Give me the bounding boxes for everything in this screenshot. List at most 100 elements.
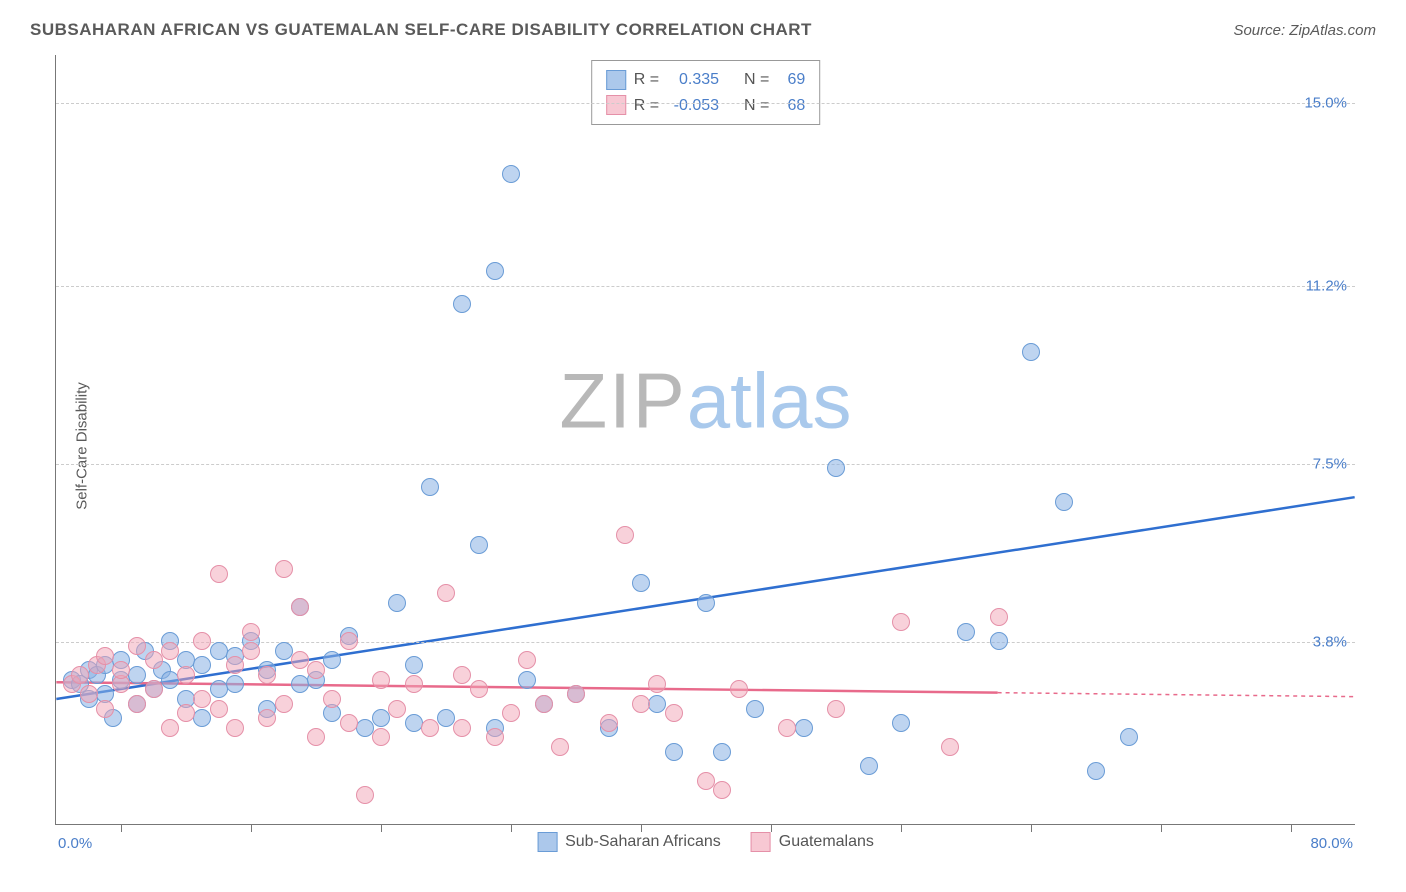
gridline (56, 464, 1355, 465)
bottom-legend: Sub-Saharan Africans Guatemalans (537, 832, 874, 852)
regression-line-dashed-guatemalan (998, 693, 1355, 697)
data-point-guatemalan (486, 728, 504, 746)
legend-item-pink: Guatemalans (751, 832, 874, 852)
data-point-guatemalan (665, 704, 683, 722)
n-label: N = (744, 67, 769, 93)
data-point-guatemalan (453, 666, 471, 684)
data-point-subsaharan (648, 695, 666, 713)
data-point-subsaharan (210, 642, 228, 660)
gridline (56, 103, 1355, 104)
data-point-guatemalan (551, 738, 569, 756)
data-point-guatemalan (941, 738, 959, 756)
data-point-guatemalan (567, 685, 585, 703)
data-point-guatemalan (372, 671, 390, 689)
data-point-guatemalan (96, 647, 114, 665)
x-tick (901, 824, 902, 832)
x-tick (1031, 824, 1032, 832)
x-tick (511, 824, 512, 832)
x-axis-start-label: 0.0% (58, 835, 92, 852)
data-point-guatemalan (372, 728, 390, 746)
data-point-guatemalan (437, 584, 455, 602)
stats-row-blue: R = 0.335 N = 69 (606, 67, 806, 93)
data-point-guatemalan (405, 675, 423, 693)
data-point-guatemalan (258, 709, 276, 727)
data-point-subsaharan (453, 295, 471, 313)
data-point-subsaharan (860, 757, 878, 775)
data-point-guatemalan (421, 719, 439, 737)
data-point-subsaharan (1022, 343, 1040, 361)
watermark-zip: ZIP (559, 357, 686, 445)
swatch-blue-icon (537, 832, 557, 852)
x-tick (121, 824, 122, 832)
data-point-guatemalan (892, 613, 910, 631)
data-point-guatemalan (242, 642, 260, 660)
data-point-guatemalan (307, 661, 325, 679)
data-point-guatemalan (600, 714, 618, 732)
data-point-subsaharan (697, 594, 715, 612)
plot-area: ZIPatlas R = 0.335 N = 69 R = -0.053 N =… (55, 55, 1355, 825)
gridline (56, 286, 1355, 287)
swatch-pink-icon (751, 832, 771, 852)
data-point-guatemalan (193, 690, 211, 708)
data-point-guatemalan (535, 695, 553, 713)
data-point-subsaharan (372, 709, 390, 727)
data-point-guatemalan (96, 700, 114, 718)
legend-label-blue: Sub-Saharan Africans (565, 833, 721, 851)
data-point-subsaharan (193, 656, 211, 674)
data-point-subsaharan (713, 743, 731, 761)
data-point-subsaharan (1087, 762, 1105, 780)
regression-lines-overlay (56, 55, 1355, 824)
data-point-guatemalan (161, 719, 179, 737)
r-label: R = (634, 93, 659, 119)
data-point-guatemalan (71, 666, 89, 684)
data-point-subsaharan (388, 594, 406, 612)
data-point-guatemalan (340, 714, 358, 732)
data-point-subsaharan (665, 743, 683, 761)
legend-item-blue: Sub-Saharan Africans (537, 832, 721, 852)
swatch-pink-icon (606, 95, 626, 115)
data-point-guatemalan (713, 781, 731, 799)
y-tick-label: 11.2% (1306, 278, 1347, 295)
swatch-blue-icon (606, 70, 626, 90)
x-tick (251, 824, 252, 832)
data-point-guatemalan (112, 661, 130, 679)
data-point-guatemalan (323, 690, 341, 708)
data-point-guatemalan (291, 651, 309, 669)
data-point-guatemalan (80, 685, 98, 703)
data-point-guatemalan (356, 786, 374, 804)
data-point-guatemalan (258, 666, 276, 684)
data-point-subsaharan (193, 709, 211, 727)
data-point-subsaharan (226, 675, 244, 693)
legend-label-pink: Guatemalans (779, 833, 874, 851)
data-point-subsaharan (405, 656, 423, 674)
data-point-guatemalan (502, 704, 520, 722)
data-point-guatemalan (177, 704, 195, 722)
source-attribution: Source: ZipAtlas.com (1233, 22, 1376, 39)
y-tick-label: 3.8% (1313, 634, 1347, 651)
data-point-guatemalan (242, 623, 260, 641)
data-point-subsaharan (990, 632, 1008, 650)
data-point-guatemalan (291, 598, 309, 616)
data-point-guatemalan (697, 772, 715, 790)
x-axis-end-label: 80.0% (1310, 835, 1353, 852)
x-tick (641, 824, 642, 832)
watermark-atlas: atlas (687, 357, 852, 445)
data-point-guatemalan (730, 680, 748, 698)
data-point-subsaharan (746, 700, 764, 718)
data-point-subsaharan (518, 671, 536, 689)
data-point-subsaharan (323, 651, 341, 669)
data-point-guatemalan (518, 651, 536, 669)
data-point-guatemalan (210, 565, 228, 583)
x-tick (1291, 824, 1292, 832)
data-point-guatemalan (177, 666, 195, 684)
x-tick (381, 824, 382, 832)
data-point-subsaharan (421, 478, 439, 496)
data-point-guatemalan (145, 680, 163, 698)
r-value-blue: 0.335 (667, 67, 719, 93)
stats-legend-box: R = 0.335 N = 69 R = -0.053 N = 68 (591, 60, 821, 125)
data-point-subsaharan (1055, 493, 1073, 511)
data-point-subsaharan (486, 262, 504, 280)
data-point-guatemalan (453, 719, 471, 737)
data-point-guatemalan (827, 700, 845, 718)
data-point-guatemalan (210, 700, 228, 718)
